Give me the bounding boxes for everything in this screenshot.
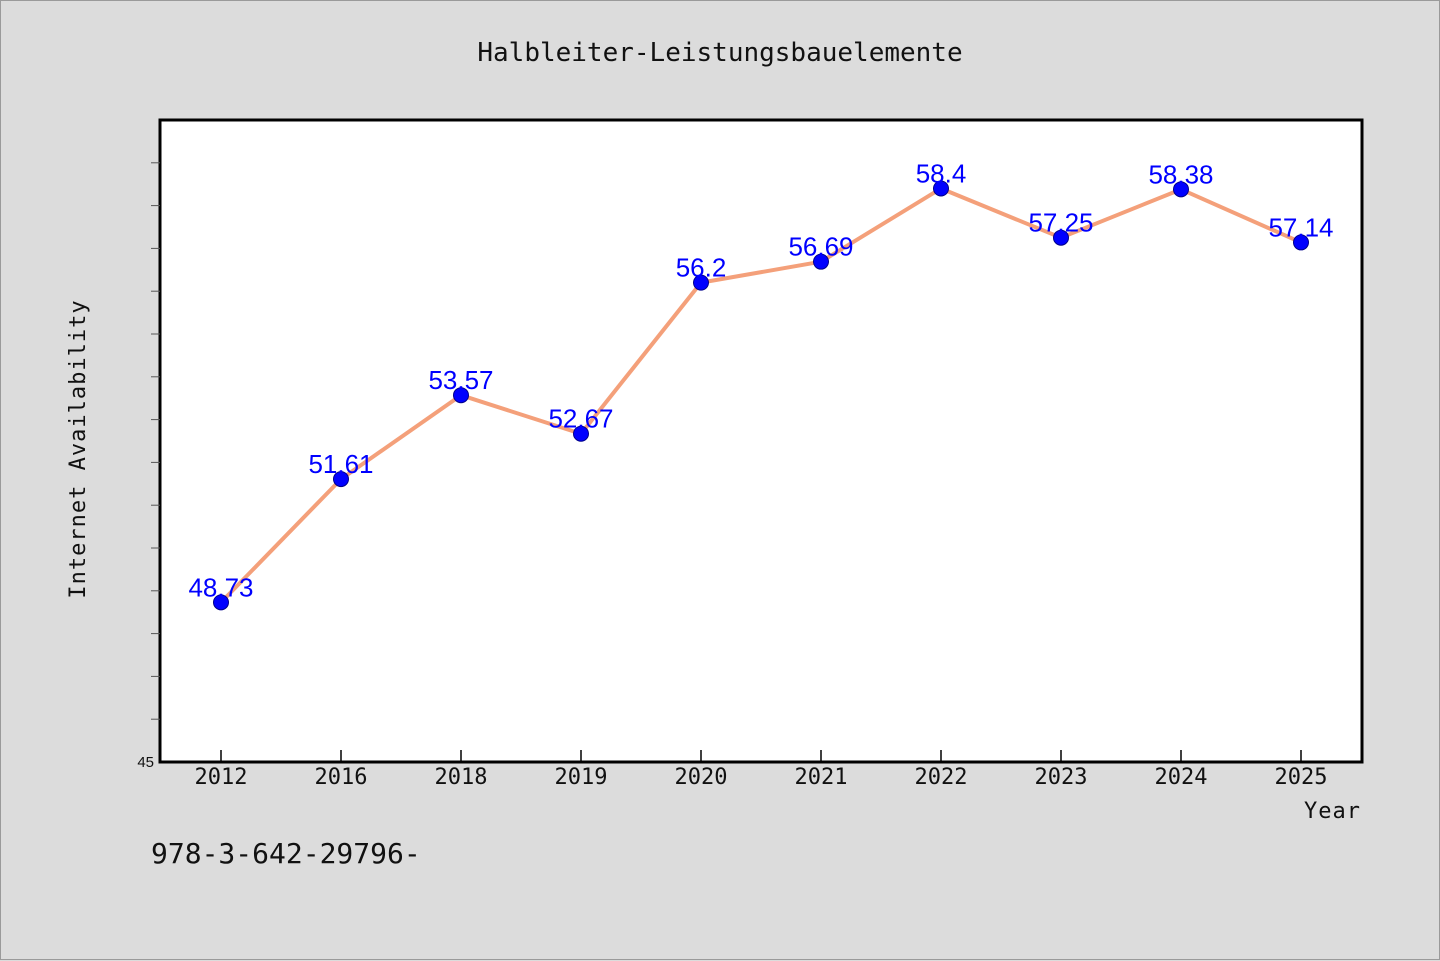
footer-text: 978-3-642-29796- <box>151 837 421 870</box>
x-tick-label: 2024 <box>1155 765 1208 790</box>
x-tick-label: 2023 <box>1035 765 1088 790</box>
data-point <box>1053 229 1069 246</box>
x-tick-label: 2012 <box>195 765 248 790</box>
series-line <box>219 186 1302 604</box>
x-axis-tick-labels: 2012 2016 2018 2019 2020 2021 2022 2023 2024 2025 <box>195 765 1328 790</box>
data-point <box>573 425 589 442</box>
x-tick-label: 2016 <box>315 765 368 790</box>
x-tick-label: 2022 <box>915 765 968 790</box>
data-label: 52.67 <box>548 404 613 434</box>
data-label: 48.73 <box>188 572 253 602</box>
y-axis-ticks <box>151 162 160 720</box>
data-point <box>453 387 469 404</box>
data-point <box>213 594 229 611</box>
data-label: 53.57 <box>428 365 493 395</box>
data-point <box>333 471 349 488</box>
x-axis-label: Year <box>1304 799 1361 824</box>
data-point <box>933 180 949 197</box>
data-label: 57.14 <box>1268 212 1333 242</box>
chart-title: Halbleiter-Leistungsbauelemente <box>477 38 962 68</box>
x-tick-label: 2021 <box>795 765 848 790</box>
data-label: 56.2 <box>676 253 727 283</box>
data-label: 51.61 <box>308 449 373 479</box>
series-group: 48.73 51.61 53.57 52.67 56.2 56.69 58.4 57.25 58… <box>188 158 1334 611</box>
data-point <box>813 253 829 270</box>
data-label: 58.4 <box>916 158 967 188</box>
data-label: 58.38 <box>1148 159 1213 189</box>
data-point <box>1173 181 1189 198</box>
data-label: 57.25 <box>1028 208 1093 238</box>
x-tick-label: 2020 <box>675 765 728 790</box>
plot-area <box>158 118 1364 764</box>
y-tick-label: 45 <box>137 754 154 771</box>
x-tick-label: 2019 <box>555 765 608 790</box>
x-tick-label: 2025 <box>1275 765 1328 790</box>
data-point <box>1293 234 1309 251</box>
y-axis-label: Internet Availability <box>66 299 91 598</box>
data-label: 56.69 <box>788 232 853 262</box>
data-point <box>693 274 709 291</box>
x-axis-ticks <box>220 750 1302 762</box>
x-tick-label: 2018 <box>435 765 488 790</box>
